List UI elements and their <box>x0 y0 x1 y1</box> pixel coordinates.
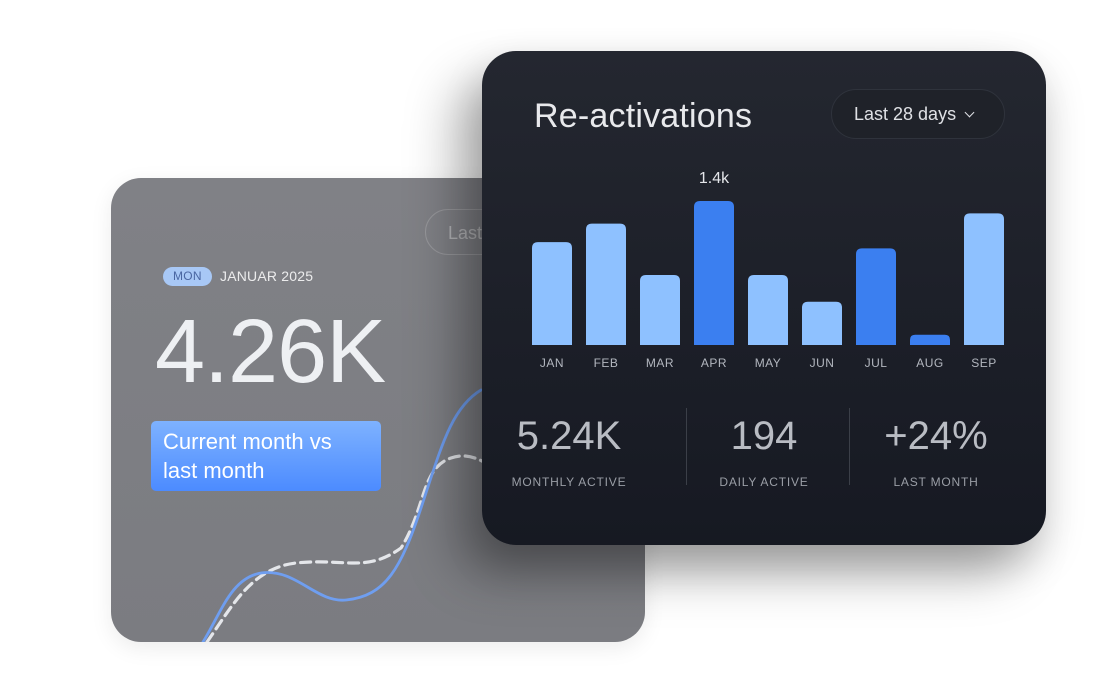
total-value: 4.26K <box>155 302 386 402</box>
monthly-active-value: 5.24K <box>516 414 622 458</box>
bar-jun[interactable] <box>802 301 842 345</box>
data-label-apr: 1.4k <box>699 170 730 187</box>
bar-mar[interactable] <box>640 275 680 345</box>
bar-sep[interactable] <box>964 213 1004 345</box>
tick-label-jul: JUL <box>865 356 888 370</box>
stats-divider <box>849 408 850 485</box>
tick-label-mar: MAR <box>646 356 674 370</box>
card-title: Re-activations <box>534 97 753 135</box>
bar-aug[interactable] <box>910 334 950 345</box>
tick-label-jan: JAN <box>540 356 564 370</box>
tick-label-sep: SEP <box>971 356 997 370</box>
last-month-change-value: +24% <box>884 414 988 458</box>
bar-apr[interactable] <box>694 201 734 345</box>
tick-label-aug: AUG <box>916 356 944 370</box>
tick-label-apr: APR <box>701 356 727 370</box>
bar-feb[interactable] <box>586 223 626 345</box>
month-label: JANUAR 2025 <box>220 268 314 284</box>
reactivations-card: Re-activations Last 28 days JAN FEB MAR APR… <box>482 51 1046 545</box>
comparison-line-chart <box>201 388 488 642</box>
daily-active-label: DAILY ACTIVE <box>719 475 809 489</box>
bar-jul[interactable] <box>856 248 896 345</box>
daily-active-value: 194 <box>730 414 798 458</box>
previous-month-line <box>205 454 488 642</box>
last-month-change-label: LAST MONTH <box>893 475 979 489</box>
bar-jan[interactable] <box>532 242 572 345</box>
stats-divider <box>686 408 687 485</box>
date-range-dropdown[interactable]: Last 28 days <box>831 89 1005 139</box>
bar-may[interactable] <box>748 275 788 345</box>
comparison-tag: Current month vs last month <box>151 421 381 491</box>
current-month-line <box>201 388 483 642</box>
tick-label-jun: JUN <box>810 356 835 370</box>
tick-label-may: MAY <box>755 356 782 370</box>
date-range-label: Last 28 days <box>854 103 957 124</box>
day-badge: MON <box>163 267 212 286</box>
reactivations-bar-chart: JAN FEB MAR APR MAY JUN JUL AUG SEP 1.4k <box>532 170 1004 370</box>
monthly-active-label: MONTHLY ACTIVE <box>511 475 627 489</box>
tick-label-feb: FEB <box>594 356 619 370</box>
